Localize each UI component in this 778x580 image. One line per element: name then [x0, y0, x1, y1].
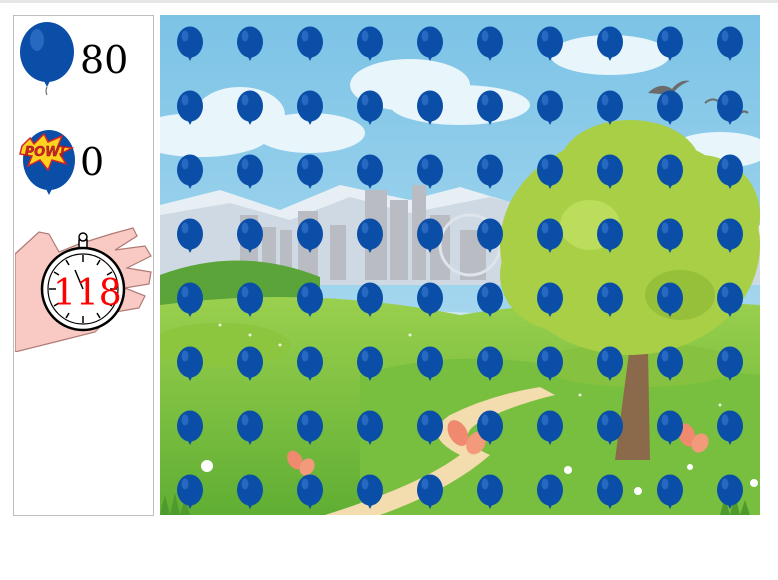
balloon[interactable] [295, 410, 325, 450]
balloon[interactable] [175, 346, 205, 386]
timer-value: 118 [53, 273, 122, 314]
balloon[interactable] [595, 410, 625, 450]
balloon[interactable] [535, 282, 565, 322]
balloon[interactable] [475, 26, 505, 66]
balloon[interactable] [295, 90, 325, 130]
balloon[interactable] [595, 218, 625, 258]
balloons-popped-stat: POW! 0 [18, 122, 104, 202]
balloon[interactable] [415, 154, 445, 194]
balloon[interactable] [535, 346, 565, 386]
balloon[interactable] [235, 474, 265, 514]
blue-balloon-icon [18, 20, 76, 100]
balloon[interactable] [715, 282, 745, 322]
balloon[interactable] [175, 218, 205, 258]
balloon[interactable] [235, 282, 265, 322]
balloon[interactable] [295, 474, 325, 514]
balloon[interactable] [595, 346, 625, 386]
balloons-remaining-count: 80 [80, 38, 129, 82]
balloon[interactable] [295, 282, 325, 322]
balloon[interactable] [535, 474, 565, 514]
balloons-popped-count: 0 [80, 140, 105, 184]
balloon[interactable] [655, 154, 685, 194]
balloon[interactable] [595, 90, 625, 130]
balloon[interactable] [595, 474, 625, 514]
balloon[interactable] [295, 26, 325, 66]
balloon[interactable] [415, 346, 445, 386]
balloon[interactable] [415, 90, 445, 130]
balloon[interactable] [235, 218, 265, 258]
balloon[interactable] [175, 26, 205, 66]
balloon[interactable] [355, 474, 385, 514]
game-board[interactable] [160, 15, 760, 515]
balloon[interactable] [655, 282, 685, 322]
balloon[interactable] [655, 474, 685, 514]
hud-panel: 80 POW! 0 [13, 15, 154, 516]
balloon[interactable] [535, 218, 565, 258]
balloon[interactable] [655, 26, 685, 66]
balloon[interactable] [415, 474, 445, 514]
balloon[interactable] [715, 218, 745, 258]
pow-balloon-icon: POW! [18, 122, 76, 202]
tree [500, 120, 760, 460]
balloon[interactable] [475, 474, 505, 514]
balloon[interactable] [355, 346, 385, 386]
butterfly [287, 450, 315, 476]
balloon[interactable] [715, 410, 745, 450]
balloon[interactable] [295, 346, 325, 386]
balloon[interactable] [175, 282, 205, 322]
balloon[interactable] [475, 218, 505, 258]
balloon[interactable] [295, 154, 325, 194]
balloon[interactable] [655, 218, 685, 258]
balloon[interactable] [595, 154, 625, 194]
browser-top-edge [0, 0, 778, 3]
butterfly [447, 420, 486, 455]
balloon[interactable] [535, 154, 565, 194]
balloon[interactable] [175, 154, 205, 194]
balloon[interactable] [655, 90, 685, 130]
balloon[interactable] [235, 410, 265, 450]
balloon[interactable] [415, 218, 445, 258]
balloon[interactable] [655, 346, 685, 386]
balloon[interactable] [355, 410, 385, 450]
balloon[interactable] [715, 346, 745, 386]
balloons-remaining-stat: 80 [18, 20, 128, 100]
balloon[interactable] [235, 90, 265, 130]
balloon[interactable] [535, 90, 565, 130]
balloon[interactable] [475, 154, 505, 194]
balloon[interactable] [235, 154, 265, 194]
balloon[interactable] [595, 282, 625, 322]
balloon[interactable] [355, 282, 385, 322]
balloon[interactable] [355, 90, 385, 130]
balloon[interactable] [475, 346, 505, 386]
balloon[interactable] [355, 218, 385, 258]
balloon[interactable] [715, 90, 745, 130]
balloon[interactable] [715, 474, 745, 514]
balloon[interactable] [595, 26, 625, 66]
balloon[interactable] [655, 410, 685, 450]
balloon[interactable] [475, 410, 505, 450]
balloon[interactable] [235, 346, 265, 386]
balloon-grid [160, 15, 760, 515]
balloon[interactable] [175, 474, 205, 514]
balloon[interactable] [175, 90, 205, 130]
balloon[interactable] [415, 26, 445, 66]
balloon[interactable] [355, 154, 385, 194]
pow-text: POW! [25, 145, 66, 160]
balloon[interactable] [235, 26, 265, 66]
balloon[interactable] [295, 218, 325, 258]
balloon[interactable] [175, 410, 205, 450]
balloon[interactable] [415, 282, 445, 322]
balloon[interactable] [535, 26, 565, 66]
balloon[interactable] [475, 282, 505, 322]
balloon[interactable] [715, 26, 745, 66]
stopwatch-timer: 118 [15, 226, 155, 352]
balloon[interactable] [415, 410, 445, 450]
balloon[interactable] [715, 154, 745, 194]
balloon[interactable] [475, 90, 505, 130]
balloon[interactable] [535, 410, 565, 450]
balloon[interactable] [355, 26, 385, 66]
